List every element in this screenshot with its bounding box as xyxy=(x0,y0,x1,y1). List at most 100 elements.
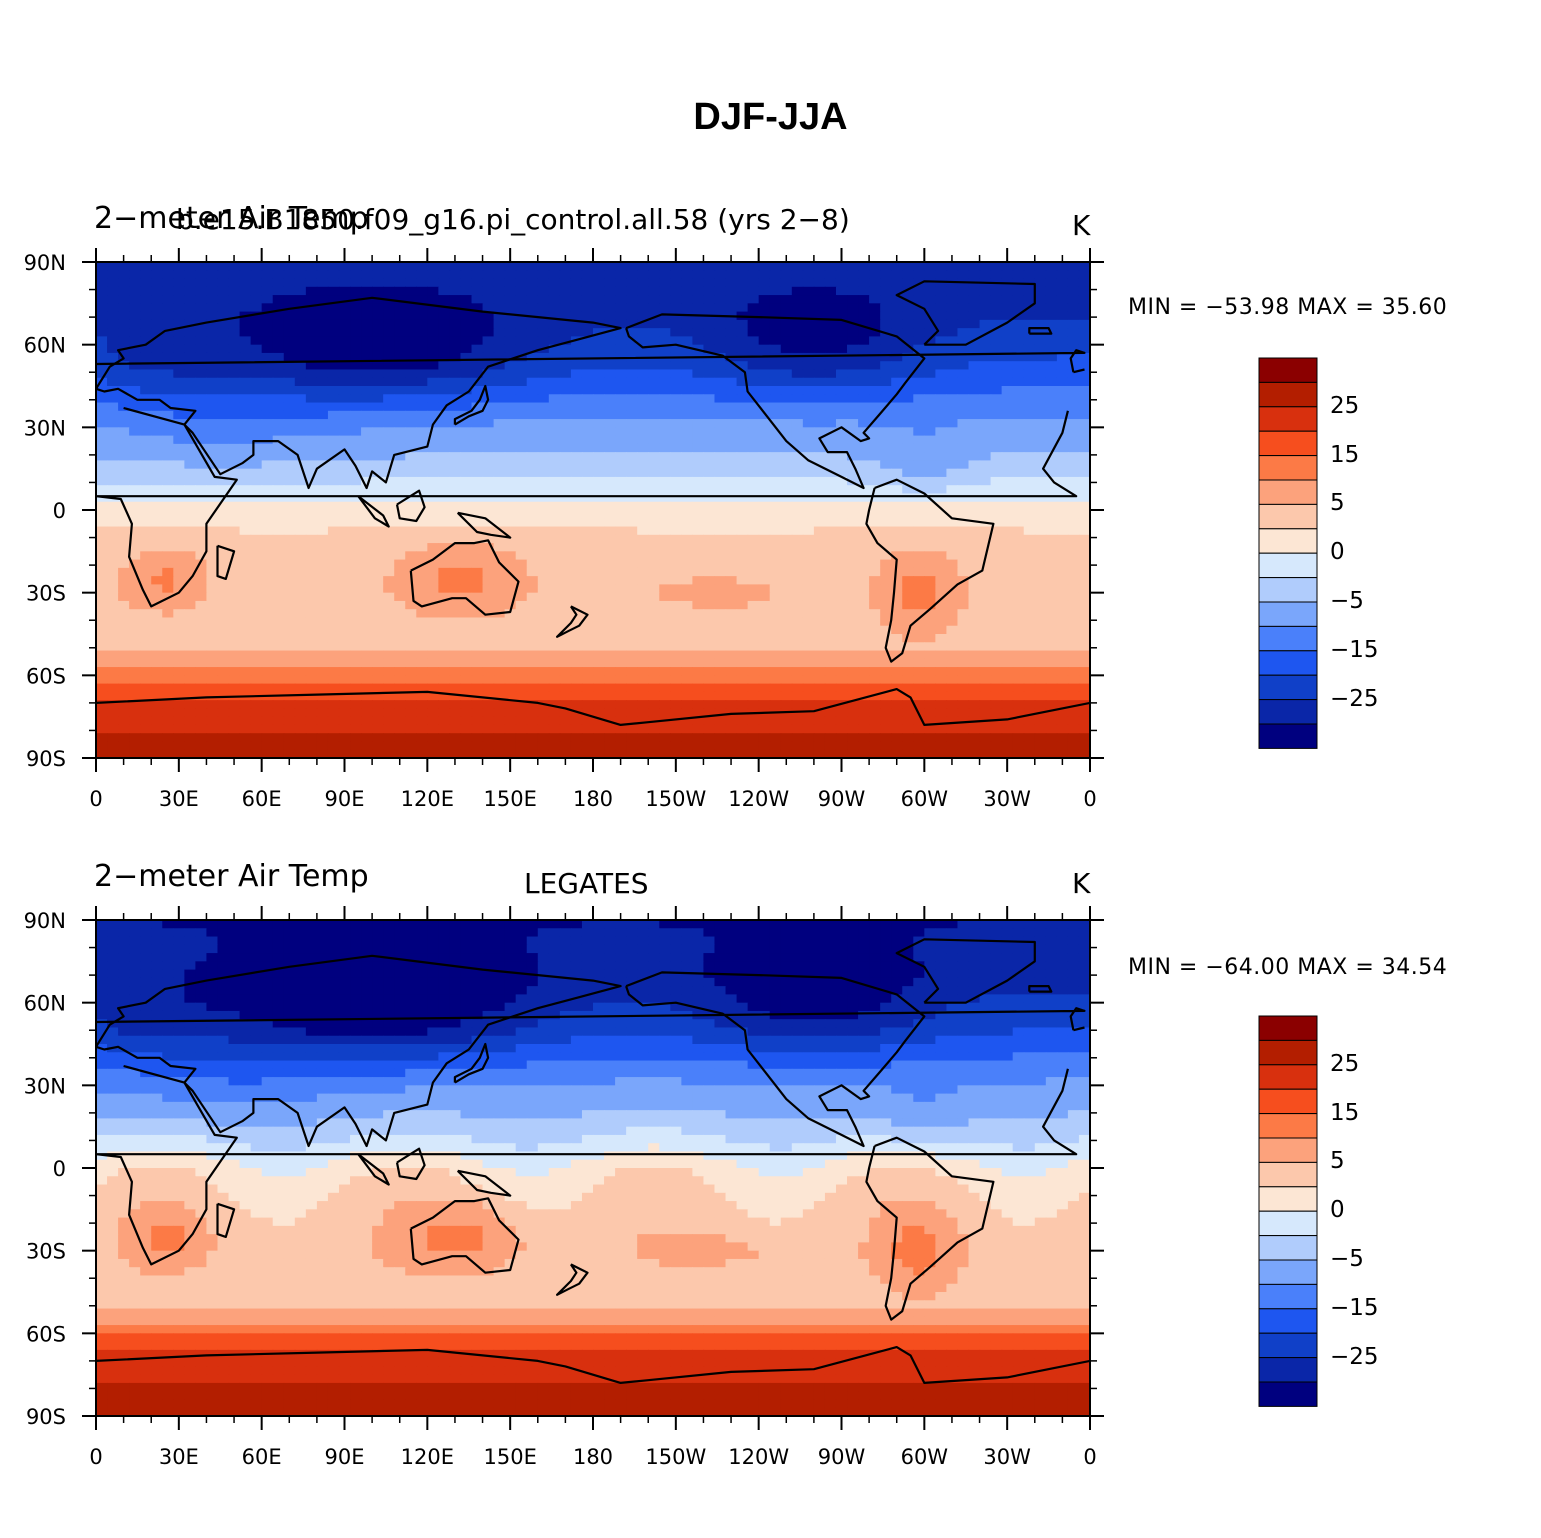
field-cell xyxy=(118,419,130,428)
field-cell xyxy=(990,361,1003,371)
field-cell xyxy=(129,700,141,709)
field-cell xyxy=(1078,286,1090,296)
field-cell xyxy=(670,262,682,271)
field-cell xyxy=(184,658,196,668)
field-cell xyxy=(902,328,914,337)
field-cell xyxy=(968,600,981,610)
field-cell xyxy=(129,386,141,395)
field-cell xyxy=(703,501,716,511)
field-cell xyxy=(670,303,682,313)
field-cell xyxy=(394,567,406,577)
field-cell xyxy=(1001,584,1014,594)
field-cell xyxy=(902,435,914,445)
field-cell xyxy=(615,683,627,693)
field-cell xyxy=(327,402,340,412)
field-cell xyxy=(593,278,605,288)
field-cell xyxy=(990,625,1003,635)
field-cell xyxy=(350,468,362,478)
field-cell xyxy=(626,658,638,668)
field-cell xyxy=(548,600,561,610)
field-cell xyxy=(1001,501,1014,511)
field-cell xyxy=(361,386,373,395)
field-cell xyxy=(780,683,793,693)
field-cell xyxy=(1034,534,1047,544)
field-cell xyxy=(107,328,119,337)
field-cell xyxy=(427,270,439,280)
field-cell xyxy=(217,609,230,619)
field-cell xyxy=(835,278,848,288)
field-cell xyxy=(151,361,163,371)
field-cell xyxy=(350,435,362,445)
field-cell xyxy=(283,716,296,726)
field-cell xyxy=(162,543,174,552)
field-cell xyxy=(1012,675,1025,685)
field-cell xyxy=(593,567,605,577)
field-cell xyxy=(769,270,782,280)
field-cell xyxy=(228,658,241,668)
field-cell xyxy=(173,361,185,371)
field-cell xyxy=(637,485,649,495)
field-cell xyxy=(802,452,815,461)
field-cell xyxy=(416,634,428,643)
field-cell xyxy=(593,592,605,602)
field-cell xyxy=(559,311,572,321)
field-cell xyxy=(681,634,693,643)
field-cell xyxy=(493,419,506,428)
field-cell xyxy=(847,658,859,668)
field-cell xyxy=(1034,319,1047,329)
field-cell xyxy=(151,667,163,676)
field-cell xyxy=(206,708,219,718)
field-cell xyxy=(880,311,892,321)
field-cell xyxy=(725,551,738,561)
field-cell xyxy=(1012,567,1025,577)
field-cell xyxy=(593,485,605,495)
field-cell xyxy=(515,394,528,404)
field-cell xyxy=(880,476,892,486)
field-cell xyxy=(1078,667,1090,676)
field-cell xyxy=(294,377,307,387)
field-cell xyxy=(526,468,539,478)
field-cell xyxy=(504,485,517,495)
field-cell xyxy=(725,435,738,445)
field-cell xyxy=(648,510,660,519)
field-cell xyxy=(526,336,539,346)
field-cell xyxy=(957,485,970,495)
field-cell xyxy=(659,476,671,486)
field-cell xyxy=(206,667,219,676)
field-cell xyxy=(615,361,627,371)
field-cell xyxy=(416,262,428,271)
field-cell xyxy=(537,352,550,362)
field-cell xyxy=(1056,468,1069,478)
field-cell xyxy=(129,262,141,271)
field-cell xyxy=(250,336,263,346)
field-cell xyxy=(824,460,837,470)
field-cell xyxy=(548,402,561,412)
field-cell xyxy=(758,526,771,536)
field-cell xyxy=(405,609,417,619)
field-cell xyxy=(637,609,649,619)
field-cell xyxy=(913,667,925,676)
field-cell xyxy=(394,311,406,321)
field-cell xyxy=(913,303,925,313)
field-cell xyxy=(802,377,815,387)
field-cell xyxy=(747,443,760,453)
field-cell xyxy=(526,534,539,544)
field-cell xyxy=(637,617,649,627)
field-cell xyxy=(902,493,914,503)
field-cell xyxy=(626,311,638,321)
field-cell xyxy=(681,650,693,660)
field-cell xyxy=(758,501,771,511)
field-cell xyxy=(604,361,616,371)
field-cell xyxy=(593,534,605,544)
field-cell xyxy=(184,377,196,387)
field-cell xyxy=(659,427,671,437)
field-cell xyxy=(968,592,981,602)
field-cell xyxy=(847,410,859,420)
field-cell xyxy=(316,510,329,519)
field-cell xyxy=(692,493,705,503)
field-cell xyxy=(946,625,959,635)
field-cell xyxy=(1067,476,1080,486)
field-cell xyxy=(858,576,870,585)
field-cell xyxy=(405,394,417,404)
field-cell xyxy=(626,592,638,602)
